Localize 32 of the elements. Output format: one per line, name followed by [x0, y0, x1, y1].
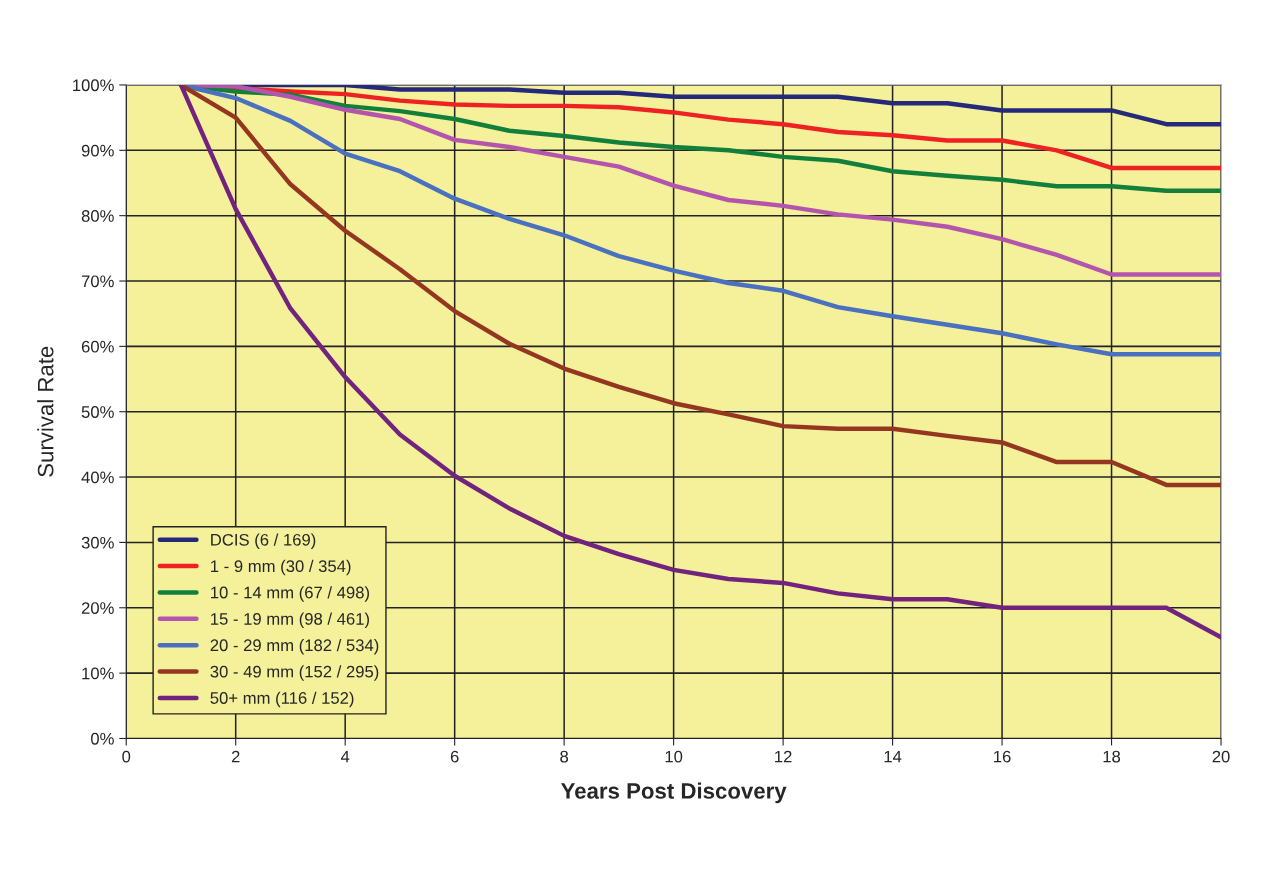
x-tick-label: 10	[665, 750, 683, 763]
x-tick-label: 12	[775, 750, 792, 763]
y-tick-label: 60%	[81, 340, 114, 353]
x-tick-label: 20	[1212, 750, 1230, 763]
x-tick-label: 8	[560, 750, 569, 763]
y-tick-label: 80%	[81, 210, 114, 222]
x-tick-label: 6	[450, 750, 459, 763]
x-tick-label: 4	[340, 750, 350, 763]
y-tick-label: 50%	[81, 406, 114, 418]
legend-label: 1 - 9 mm (30 / 354)	[211, 559, 351, 576]
x-tick-label: 18	[1103, 750, 1121, 763]
x-tick-label: 0	[122, 750, 131, 763]
line-series	[178, 84, 1222, 640]
legend-label: 30 - 49 mm (152 / 295)	[210, 665, 379, 681]
y-tick-label: 70%	[81, 275, 114, 288]
y-tick-label: 20%	[81, 602, 114, 614]
legend-label: 15 - 19 mm (98 / 461)	[211, 612, 370, 629]
legend-label: 10 - 14 mm (67 / 498)	[211, 586, 370, 602]
y-tick-label: 10%	[82, 667, 114, 680]
y-tick-label: 100%	[73, 79, 114, 92]
x-axis-title: Years Post Discovery	[560, 782, 787, 804]
x-tick-label: 2	[231, 750, 240, 763]
legend-label: DCIS (6 / 169)	[211, 533, 316, 549]
x-tick-label: 16	[994, 750, 1011, 763]
y-axis-title: Survival Rate	[37, 346, 54, 477]
y-tick-label: 0%	[90, 732, 114, 745]
legend-label: 20 - 29 mm (182 / 534)	[210, 638, 379, 655]
x-tick-label: 14	[884, 750, 902, 763]
y-tick-label: 90%	[81, 144, 114, 157]
y-tick-label: 40%	[81, 471, 114, 484]
legend-label: 50+ mm (116 / 152)	[210, 691, 354, 708]
y-tick-label: 30%	[81, 536, 114, 549]
